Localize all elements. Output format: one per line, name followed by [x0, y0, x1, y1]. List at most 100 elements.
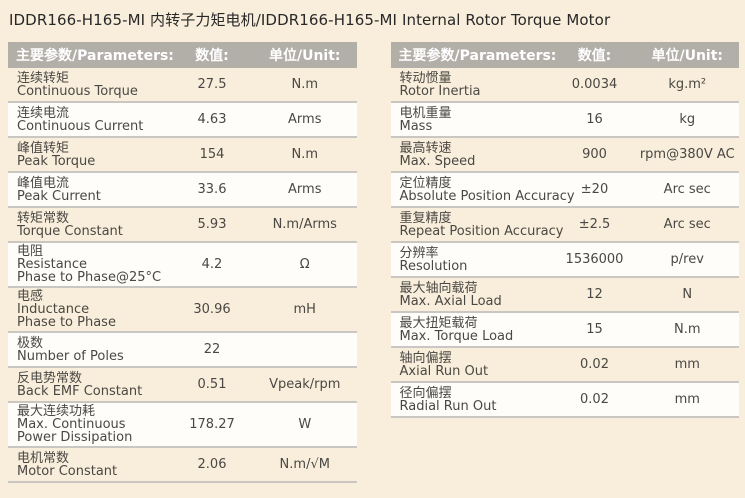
param-label: 定位精度 Absolute Position Accuracy [391, 177, 575, 204]
param-label: 电感 Inductance Phase to Phase [8, 290, 171, 329]
param-label-line: Power Dissipation [17, 430, 133, 445]
param-label: 连续电流 Continuous Current [8, 107, 171, 133]
table-row: 最高转速 Max. Speed 900 rpm@380V AC [390, 138, 739, 173]
param-value: 0.02 [580, 392, 609, 407]
table-row: 电阻 Resistance Phase to Phase@25°C 4.2 Ω [8, 243, 357, 288]
param-unit: Ω [299, 257, 310, 272]
param-value: 5.93 [197, 217, 227, 232]
param-value: 4.63 [197, 112, 227, 127]
param-value: 22 [203, 342, 221, 357]
param-label: 转动惯量 Rotor Inertia [391, 72, 554, 98]
param-label-line: Torque Constant [17, 223, 123, 239]
param-value: 4.2 [201, 257, 223, 272]
param-unit: mm [674, 357, 700, 372]
param-label: 转矩常数 Torque Constant [8, 212, 171, 238]
table-row: 极数 Number of Poles 22 [8, 333, 357, 368]
table-row: 电机重量 Mass 16 kg [390, 103, 739, 138]
param-label-line: Max. Continuous [17, 417, 126, 432]
param-value: ±2.5 [578, 217, 611, 232]
param-unit: N.m/√M [279, 457, 330, 472]
param-value: 30.96 [193, 302, 231, 317]
param-label-line: 极数 [17, 335, 44, 351]
param-label-line: Absolute Position Accuracy [399, 188, 575, 204]
param-label-line: Repeat Position Accuracy [399, 223, 564, 239]
table-row: 定位精度 Absolute Position Accuracy ±20 Arc sec [390, 173, 739, 208]
param-value: 27.5 [197, 77, 227, 92]
param-label-line: 转动惯量 [399, 70, 452, 86]
param-unit: kg.m² [668, 77, 707, 92]
param-label-line: 最大扭矩载荷 [399, 315, 478, 331]
param-label: 轴向偏摆 Axial Run Out [391, 352, 554, 378]
table-row: 反电势常数 Back EMF Constant 0.51 Vpeak/rpm [8, 368, 357, 403]
param-value: 2.06 [197, 457, 227, 472]
param-label-line: 电机常数 [17, 450, 70, 466]
table-row: 最大轴向载荷 Max. Axial Load 12 N [390, 278, 739, 313]
param-label: 电机重量 Mass [391, 107, 554, 133]
param-label: 径向偏摆 Radial Run Out [391, 387, 554, 413]
table-row: 重复精度 Repeat Position Accuracy ±2.5 Arc sec [390, 208, 739, 243]
param-label-line: Motor Constant [17, 463, 118, 479]
param-unit: Arc sec [663, 217, 711, 232]
param-label-line: Peak Torque [17, 153, 96, 169]
param-label-line: Back EMF Constant [17, 383, 143, 399]
param-label-line: 径向偏摆 [399, 385, 452, 401]
param-unit: N [682, 287, 693, 302]
param-unit: mH [293, 302, 316, 317]
param-label-line: 最大轴向载荷 [399, 280, 478, 296]
param-label-line: Mass [399, 118, 433, 134]
param-label-line: 轴向偏摆 [399, 350, 452, 366]
param-label-line: Radial Run Out [399, 398, 497, 414]
param-label-line: Continuous Current [17, 118, 144, 134]
table-row: 峰值电流 Peak Current 33.6 Arms [8, 173, 357, 208]
param-label-line: 峰值转矩 [17, 140, 70, 156]
table-row: 转动惯量 Rotor Inertia 0.0034 kg.m² [390, 68, 739, 103]
table-row: 最大连续功耗 Max. Continuous Power Dissipation 17… [8, 403, 357, 448]
param-label-line: Phase to Phase@25°C [17, 270, 162, 285]
param-label: 电机常数 Motor Constant [8, 452, 171, 478]
param-value: 178.27 [189, 417, 235, 432]
param-unit: rpm@380V AC [639, 147, 735, 162]
param-label-line: 分辨率 [399, 245, 439, 261]
page-title: IDDR166-H165-MI 内转子力矩电机/IDDR166-H165-MI … [9, 11, 611, 29]
param-value: 0.0034 [571, 77, 618, 92]
param-unit: mm [674, 392, 700, 407]
param-label-line: 重复精度 [399, 210, 452, 226]
table-row: 连续电流 Continuous Current 4.63 Arms [8, 103, 357, 138]
param-value: ±20 [580, 182, 609, 197]
table-row: 电机常数 Motor Constant 2.06 N.m/√M [8, 448, 357, 483]
header-value: 数值: [577, 48, 612, 64]
param-value: 0.02 [580, 357, 609, 372]
param-unit: W [298, 417, 312, 432]
param-label: 连续转矩 Continuous Torque [8, 72, 171, 98]
param-label: 最大连续功耗 Max. Continuous Power Dissipation [8, 405, 171, 444]
table-row: 转矩常数 Torque Constant 5.93 N.m/Arms [8, 208, 357, 243]
param-label-line: Number of Poles [17, 348, 124, 364]
left-table-body: 连续转矩 Continuous Torque 27.5 N.m 连续电流 Continuo… [8, 68, 357, 483]
right-parameters-table: 主要参数/Parameters: 数值: 单位/Unit: 转动惯量 Rotor … [390, 42, 739, 483]
left-parameters-table: 主要参数/Parameters: 数值: 单位/Unit: 连续转矩 Contin… [8, 42, 357, 483]
param-unit: Arms [288, 182, 322, 197]
param-label: 极数 Number of Poles [8, 337, 171, 363]
param-label-line: 电阻 [17, 244, 44, 259]
param-label-line: Inductance [17, 302, 90, 317]
param-label: 峰值电流 Peak Current [8, 177, 171, 203]
right-table-header: 主要参数/Parameters: 数值: 单位/Unit: [390, 42, 739, 68]
param-label-line: Peak Current [17, 188, 101, 204]
table-row: 分辨率 Resolution 1536000 p/rev [390, 243, 739, 278]
param-unit: N.m [673, 322, 701, 337]
header-unit: 单位/Unit: [651, 48, 724, 64]
param-unit: p/rev [670, 252, 704, 267]
param-label-line: Resolution [399, 258, 468, 274]
param-unit: Arms [288, 112, 322, 127]
param-label: 重复精度 Repeat Position Accuracy [391, 210, 564, 239]
table-row: 径向偏摆 Radial Run Out 0.02 mm [390, 383, 739, 418]
param-value: 12 [586, 287, 603, 302]
right-table-body: 转动惯量 Rotor Inertia 0.0034 kg.m² 电机重量 Mass 16 kg… [390, 68, 739, 418]
param-label: 峰值转矩 Peak Torque [8, 142, 171, 168]
table-row: 连续转矩 Continuous Torque 27.5 N.m [8, 68, 357, 103]
param-label-line: Rotor Inertia [399, 83, 481, 99]
param-unit: Vpeak/rpm [269, 377, 341, 392]
param-label-line: 反电势常数 [17, 370, 83, 386]
param-label-line: Max. Axial Load [399, 293, 502, 309]
param-label-line: Axial Run Out [399, 363, 489, 379]
